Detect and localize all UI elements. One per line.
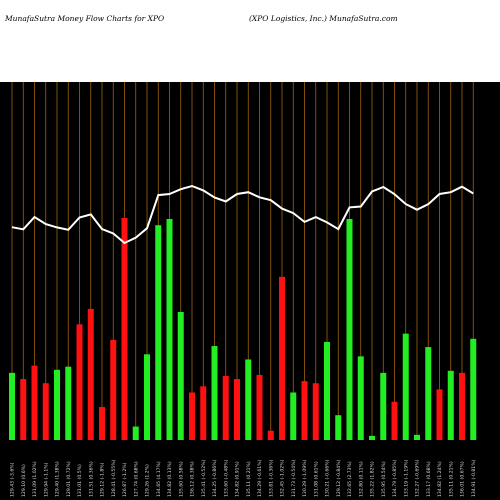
x-tick-label: 131.01 (0.5%): [77, 464, 83, 497]
money-flow-bar: [425, 347, 432, 440]
money-flow-bar: [110, 339, 117, 440]
money-flow-bar: [234, 379, 240, 440]
x-tick-label: 129.12 (-0.84%): [336, 459, 342, 497]
money-flow-bar: [87, 308, 94, 440]
money-flow-bar: [256, 374, 263, 440]
x-tick-label: 134.25 (-0.86%): [212, 459, 218, 497]
chart-header: MunafaSutra Money Flow Charts for XPO (X…: [0, 0, 500, 82]
x-tick-label: 135.60 (0.58%): [178, 461, 184, 497]
money-flow-bar: [324, 341, 330, 440]
money-flow-bar: [144, 354, 150, 440]
money-flow-bar: [279, 276, 285, 440]
money-flow-bar: [290, 392, 297, 440]
money-flow-bar: [301, 381, 308, 440]
money-flow-bar: [346, 219, 353, 440]
x-tick-label: 133.19 (-1.19%): [403, 459, 409, 497]
money-flow-bar: [245, 359, 252, 440]
x-tick-label: 132.27 (-0.69%): [415, 459, 421, 497]
money-flow-bar: [132, 426, 139, 440]
x-tick-label: 131.73 (-0.54%): [291, 459, 297, 497]
x-tick-label: 135.41 (-0.52%): [201, 459, 207, 497]
money-flow-bar: [177, 311, 184, 440]
x-tick-label: 131.51 (0.36%): [88, 461, 94, 497]
x-tick-label: 129.12 (-1.8%): [100, 462, 106, 497]
money-flow-bar: [436, 389, 443, 440]
money-flow-bar: [155, 225, 162, 440]
money-flow-bar: [200, 386, 207, 440]
money-flow-bar: [189, 392, 195, 440]
money-flow-bar: [42, 383, 49, 440]
x-tick-label: 130.29 (-1.09%): [302, 459, 308, 497]
money-flow-bar: [76, 324, 83, 440]
x-tick-label: 134.79 (-0.85%): [392, 459, 398, 497]
x-tick-label: 135.11 (0.21%): [246, 461, 252, 497]
price-line: [11, 184, 474, 245]
money-flow-bar: [65, 366, 72, 440]
x-tick-label: 132.45 (-1.02%): [280, 459, 286, 497]
money-flow-bar: [222, 375, 229, 440]
money-flow-bar: [211, 346, 218, 440]
x-tick-label: 132.80 (0.11%): [358, 461, 364, 497]
money-flow-bar: [369, 435, 375, 440]
x-tick-label: 131.08 (0.61%): [313, 461, 319, 497]
x-tick-label: 136.01 (0.67%): [460, 461, 466, 497]
x-tick-label: 129.94 (-1.1%): [43, 462, 49, 497]
x-tick-label: 136.12 (0.38%): [190, 461, 196, 497]
money-flow-bar: [121, 218, 128, 440]
x-tick-label: 129.01 (0.72%): [66, 461, 72, 497]
x-tick-label: 126.87 (-1.2%): [122, 462, 128, 497]
money-flow-bar: [312, 383, 319, 440]
chart-title: MunafaSutra Money Flow Charts for XPO: [5, 14, 165, 23]
money-flow-bar: [380, 372, 387, 440]
x-tick-label: 130.21 (-0.66%): [325, 459, 331, 497]
x-tick-label: 135.11 (0.21%): [448, 461, 454, 497]
x-tick-label: 134.29 (-0.61%): [257, 459, 263, 497]
x-tick-label: 133.81 (-0.36%): [268, 459, 274, 497]
x-tick-label: 127.74 (0.68%): [133, 461, 139, 497]
x-tick-label: 132.65 (2.73%): [347, 461, 353, 497]
x-tick-label: 135.95 (0.54%): [381, 461, 387, 497]
plot-area: 129.43 (-3.6%) 129.10 (0.6%) 131.09 (1.02%…: [0, 82, 500, 500]
x-tick-label: 128.41 (-0.55%): [111, 459, 117, 497]
money-flow-bar: [99, 406, 105, 440]
x-tick-label: 134.82 (1.24%): [437, 461, 443, 497]
money-flow-bar: [335, 415, 342, 440]
money-flow-bar: [414, 434, 420, 440]
money-flow-chart: 129.43 (-3.6%) 129.10 (0.6%) 131.09 (1.02%…: [9, 82, 477, 497]
money-flow-bar: [9, 372, 15, 440]
money-flow-bar: [31, 365, 38, 440]
money-flow-bar: [166, 219, 173, 440]
x-tick-label: 134.82 (0.13%): [167, 461, 173, 497]
money-flow-bar: [357, 356, 364, 440]
x-tick-label: 129.40 (1.38%): [55, 461, 61, 497]
x-tick-label: 133.60 (-0.48%): [223, 459, 229, 497]
x-tick-label: 131.09 (1.02%): [32, 461, 38, 497]
money-flow-bar: [447, 370, 454, 440]
x-tick-label: 134.82 (0.91%): [235, 461, 241, 497]
money-flow-bar: [459, 372, 465, 440]
x-tick-label: 129.43 (-3.6%): [10, 462, 16, 497]
money-flow-bar: [391, 401, 398, 440]
money-flow-bar: [20, 379, 27, 440]
x-tick-label: 133.17 (0.68%): [426, 461, 432, 497]
money-flow-bar: [402, 333, 409, 440]
x-tick-label: 134.65 (4.17%): [156, 461, 162, 497]
x-tick-label: 129.26 (1.2%): [145, 464, 151, 497]
x-tick-label: 135.22 (1.82%): [370, 461, 376, 497]
company-title: (XPO Logistics, Inc.) MunafaSutra.com: [249, 14, 398, 23]
money-flow-bar: [267, 430, 274, 440]
money-flow-bar: [54, 369, 60, 440]
x-tick-label: 129.10 (0.6%): [21, 464, 27, 497]
money-flow-bar: [470, 338, 477, 440]
x-tick-label: 134.91 (-0.81%): [471, 459, 477, 497]
